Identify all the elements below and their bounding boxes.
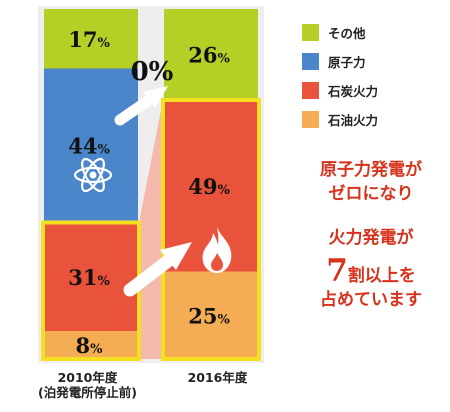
bar-segment xyxy=(44,331,138,359)
zero-percent-label: 0% xyxy=(131,57,174,87)
arrow-icon xyxy=(160,242,192,270)
data-label: 26% xyxy=(188,43,230,68)
legend-swatch xyxy=(302,23,319,41)
message-big-number: 7 xyxy=(326,253,348,289)
message-thermal: 火力発電が xyxy=(328,228,414,248)
connector-band xyxy=(139,100,163,359)
fossil-outline xyxy=(161,98,261,361)
x-axis-category-note: (泊発電所停止前) xyxy=(38,385,137,400)
message-line: 原子力発電が xyxy=(320,160,422,180)
data-label: 49% xyxy=(188,174,230,199)
legend-label: 石炭火力 xyxy=(328,83,379,99)
legend-item: 原子力 xyxy=(302,51,378,71)
arrows-group xyxy=(114,86,192,297)
message-seventy-percent: 7割以上を xyxy=(296,254,446,293)
message-line: 割以上を xyxy=(347,266,416,286)
x-axis-label-2016: 2016年度 xyxy=(160,370,275,385)
message-line: ゼロになり xyxy=(328,184,414,204)
data-label: 25% xyxy=(188,303,230,328)
legend-swatch xyxy=(302,52,319,70)
legend-swatch xyxy=(302,81,319,99)
bars-group xyxy=(44,9,258,359)
data-label: 44% xyxy=(68,134,110,159)
stacked-bar-chart: 8% 31% 44% 17% 25% 49% 26% 0% xyxy=(38,6,264,363)
legend-label: 原子力 xyxy=(328,54,366,70)
bar-segment xyxy=(44,9,138,69)
legend-item: 石油火力 xyxy=(302,109,378,129)
legend-label: その他 xyxy=(328,25,366,41)
data-label: 31% xyxy=(68,265,110,290)
data-label: 17% xyxy=(68,27,110,52)
bar-segment xyxy=(44,222,138,331)
arrow-icon xyxy=(123,251,179,297)
flame-icon xyxy=(202,227,232,273)
legend-label: 石油火力 xyxy=(328,112,379,128)
bar-segment xyxy=(44,68,138,223)
x-axis-label-2010: 2010年度 (泊発電所停止前) xyxy=(30,370,145,400)
bar-segment xyxy=(164,9,258,100)
message-occupy: 占めています xyxy=(320,290,422,310)
legend-item: 石炭火力 xyxy=(302,80,378,100)
legend-item: その他 xyxy=(302,22,378,42)
message-nuclear-zero: 原子力発電が ゼロになり xyxy=(296,158,446,206)
arrow-icon xyxy=(143,86,168,108)
atom-icon xyxy=(73,157,113,193)
legend: その他 原子力 石炭火力 石油火力 xyxy=(302,22,378,138)
data-label: 8% xyxy=(76,333,104,358)
x-axis-category: 2016年度 xyxy=(187,370,248,385)
arrow-icon xyxy=(114,92,158,126)
bar-segment xyxy=(164,271,258,359)
bar-labels: 8% 31% 44% 17% 25% 49% 26% xyxy=(68,27,230,358)
x-axis-category: 2010年度 xyxy=(57,370,118,385)
legend-swatch xyxy=(302,110,319,128)
